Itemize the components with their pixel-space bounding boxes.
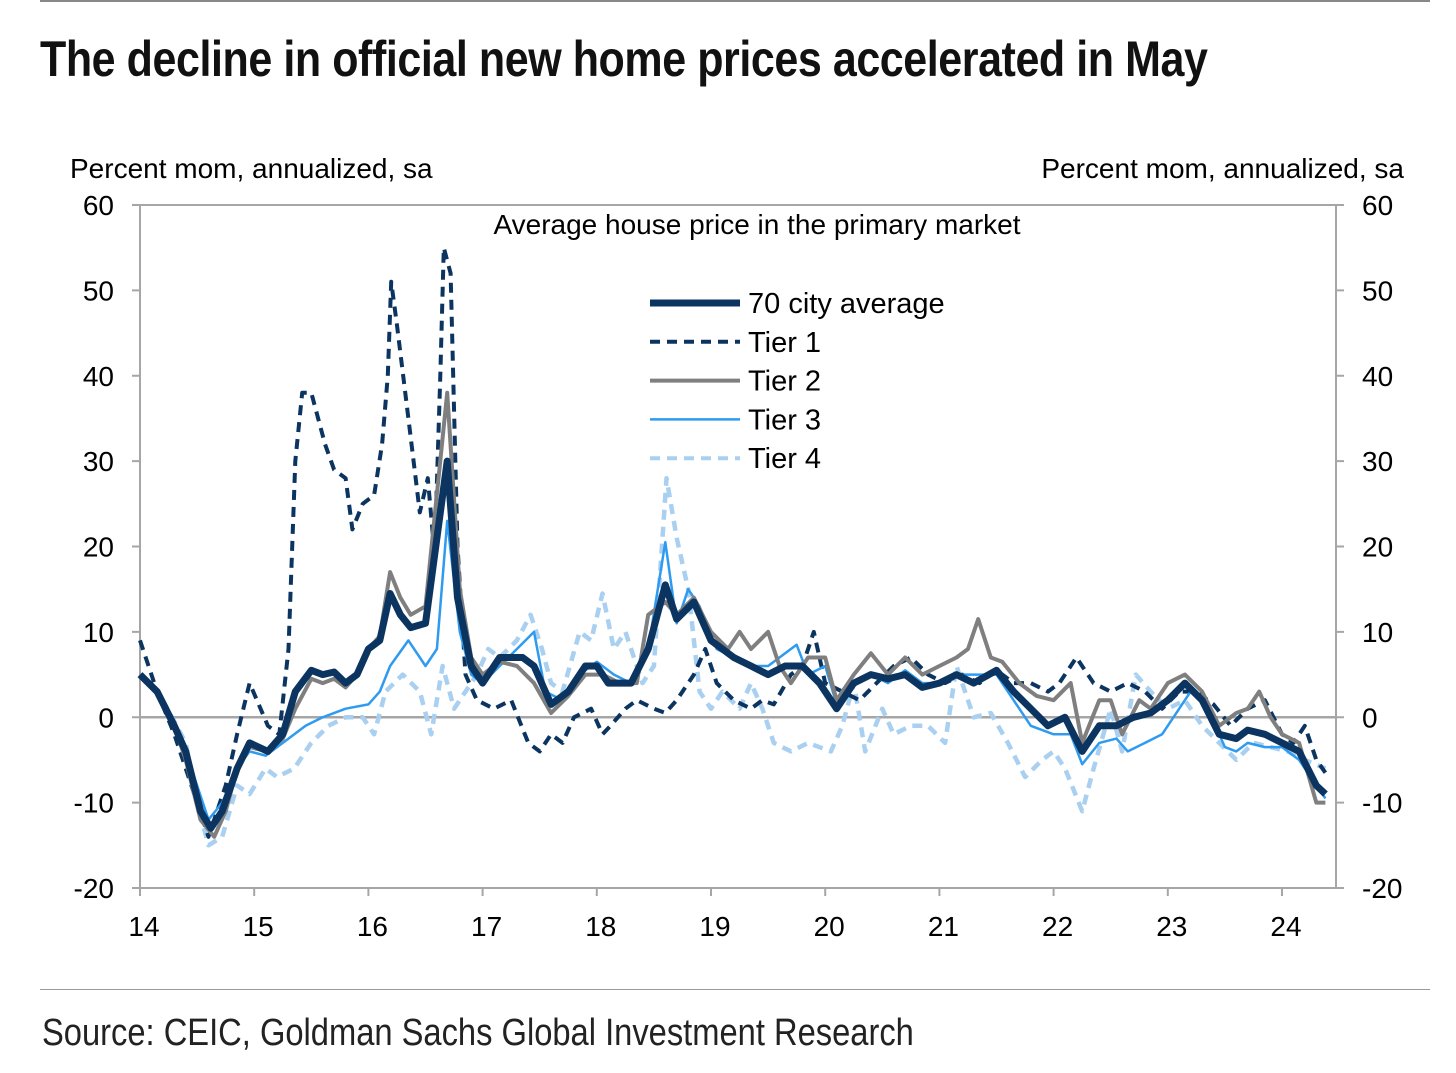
source-note: Source: CEIC, Goldman Sachs Global Inves… (42, 1012, 914, 1054)
y-tick-label-left: 20 (83, 532, 114, 563)
x-tick-label: 23 (1156, 911, 1187, 942)
series-line-tier-1 (138, 245, 1328, 839)
y-tick-label-right: 20 (1362, 532, 1393, 563)
y-tick-label-right: -10 (1362, 788, 1402, 819)
series-line-tier-4 (138, 475, 1327, 848)
y-tick-label-right: 50 (1362, 275, 1393, 306)
x-tick-label: 22 (1042, 911, 1073, 942)
y-tick-label-left: 30 (83, 446, 114, 477)
y-tick-label-right: 30 (1362, 446, 1393, 477)
y-tick-label-left: 50 (83, 275, 114, 306)
page-title: The decline in official new home prices … (40, 31, 1208, 87)
y-tick-label-right: -20 (1362, 873, 1402, 904)
y-tick-label-left: -10 (74, 788, 114, 819)
series-line-70-city-average (137, 457, 1328, 832)
legend-label: Tier 1 (748, 327, 821, 359)
y-axis-label-left: Percent mom, annualized, sa (70, 153, 433, 184)
x-tick-label: 18 (585, 911, 616, 942)
y-axis-label-right: Percent mom, annualized, sa (1041, 153, 1404, 184)
chart-title: Average house price in the primary marke… (493, 209, 1020, 240)
legend-label: Tier 4 (748, 443, 821, 475)
x-tick-label: 21 (928, 911, 959, 942)
series-lines (137, 245, 1328, 848)
plot-frame (139, 204, 1337, 889)
legend-label: Tier 2 (748, 366, 821, 398)
top-rule (40, 0, 1430, 2)
y-tick-label-left: 10 (83, 617, 114, 648)
x-tick-label: 17 (471, 911, 502, 942)
y-tick-label-left: 0 (98, 702, 114, 733)
x-tick-label: 15 (243, 911, 274, 942)
bottom-rule (40, 989, 1430, 990)
y-tick-label-right: 10 (1362, 617, 1393, 648)
series-line-tier-2 (138, 390, 1326, 839)
x-tick-label: 19 (699, 911, 730, 942)
y-tick-label-right: 0 (1362, 702, 1378, 733)
x-tick-label: 14 (128, 911, 159, 942)
legend-label: 70 city average (748, 288, 945, 320)
y-tick-label-left: -20 (74, 873, 114, 904)
y-tick-label-left: 40 (83, 361, 114, 392)
legend-label: Tier 3 (748, 404, 821, 436)
y-tick-label-right: 40 (1362, 361, 1393, 392)
legend: 70 city average Tier 1 Tier 2 Tier 3 Tier 4 (650, 288, 945, 475)
x-tick-label: 24 (1270, 911, 1301, 942)
y-tick-label-right: 60 (1362, 190, 1393, 221)
x-tick-label: 16 (357, 911, 388, 942)
y-tick-label-left: 60 (83, 190, 114, 221)
x-tick-label: 20 (814, 911, 845, 942)
